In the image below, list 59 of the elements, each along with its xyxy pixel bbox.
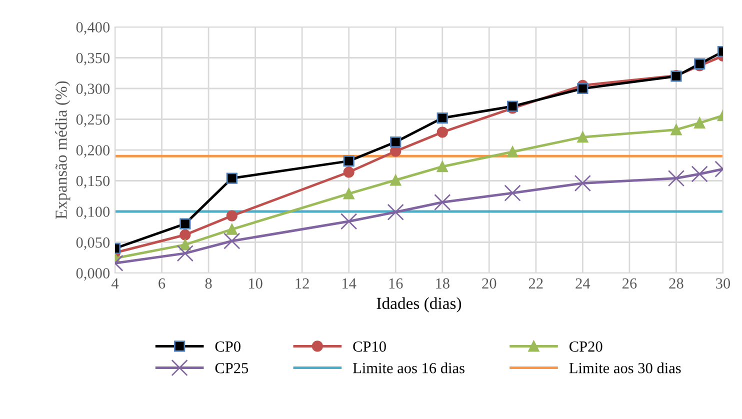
- x-tick-label: 6: [158, 278, 166, 289]
- x-tick-label: 14: [342, 278, 356, 288]
- point: [226, 224, 238, 235]
- point: [390, 174, 402, 186]
- x-tick-label: 18: [436, 278, 450, 289]
- x-tick-label: 28: [669, 278, 684, 289]
- point: [504, 184, 521, 202]
- point: [577, 82, 588, 94]
- x-tick-label: 16: [389, 278, 403, 289]
- y-tick-label: 0,250: [76, 114, 110, 127]
- y-axis-title: Expansão média (%): [55, 81, 70, 219]
- x-tick-label: 4: [111, 278, 119, 288]
- y-tick-label: 0,300: [76, 84, 110, 96]
- legend-label: Limite aos 30 dias: [569, 362, 681, 374]
- legend-label: CP25: [215, 363, 248, 374]
- x-tick-label: 24: [576, 278, 590, 288]
- point: [176, 244, 194, 262]
- x-tick-label: 8: [205, 278, 212, 289]
- legend-label: Limite aos 16 dias: [353, 362, 464, 374]
- x-tick-label: 12: [296, 278, 309, 288]
- legend-label: CP20: [570, 341, 602, 352]
- x-axis-title: Idades (dias): [376, 297, 462, 312]
- x-tick-label: 22: [528, 278, 543, 288]
- point: [670, 124, 682, 136]
- point: [226, 172, 238, 184]
- point: [226, 210, 238, 222]
- x-tick-label: 20: [482, 278, 496, 289]
- point: [436, 161, 448, 172]
- y-tick-label: 0,400: [76, 22, 110, 35]
- point: [694, 117, 706, 128]
- point: [436, 126, 448, 138]
- y-tick-label: 0,150: [76, 176, 110, 188]
- point: [387, 204, 404, 220]
- point: [180, 239, 191, 250]
- x-tick-label: 10: [249, 278, 262, 289]
- point: [691, 166, 708, 182]
- point: [574, 174, 592, 192]
- point: [343, 188, 354, 200]
- point: [390, 136, 402, 148]
- point: [343, 166, 354, 178]
- legend-label: CP10: [353, 341, 386, 352]
- y-tick-label: 0,100: [76, 206, 110, 220]
- point: [577, 132, 588, 143]
- point: [506, 146, 518, 158]
- point: [436, 112, 448, 124]
- point: [180, 229, 191, 240]
- point: [668, 170, 685, 187]
- point: [180, 218, 191, 230]
- point: [340, 213, 358, 230]
- point: [434, 194, 451, 211]
- legend-label: CP0: [215, 341, 240, 352]
- point: [343, 156, 354, 167]
- point: [224, 232, 240, 250]
- x-tick-label: 30: [716, 278, 730, 289]
- x-tick-label: 26: [622, 278, 637, 289]
- y-tick-label: 0,350: [76, 52, 110, 66]
- y-tick-label: 0,200: [76, 145, 110, 158]
- y-tick-label: 0,000: [76, 268, 110, 281]
- y-tick-label: 0,050: [76, 237, 110, 250]
